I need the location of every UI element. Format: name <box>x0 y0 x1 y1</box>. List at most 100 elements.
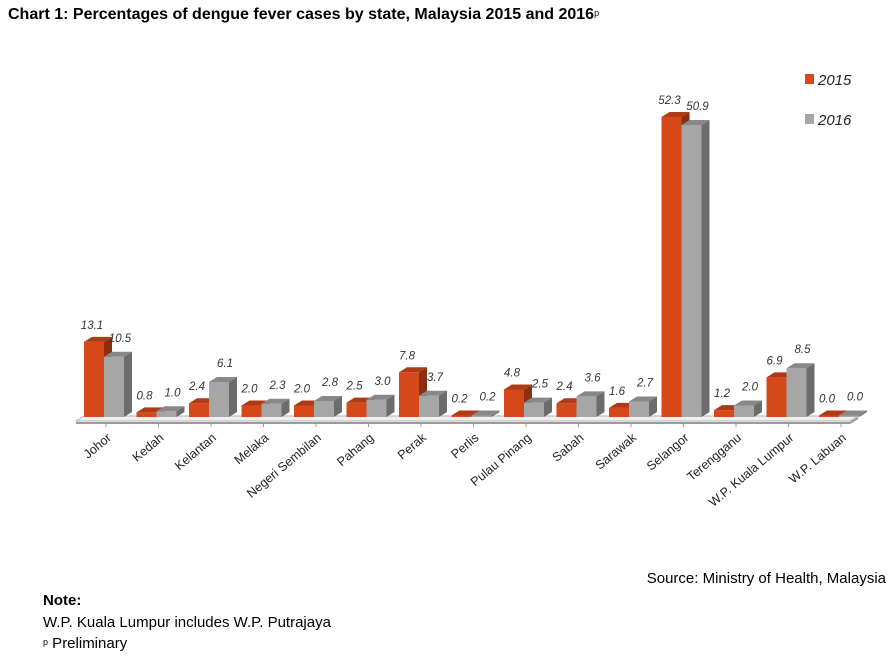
bar-top <box>681 120 710 126</box>
note-superscript: p <box>43 637 49 647</box>
bar-2016-negeri-sembilan <box>314 395 342 417</box>
bar-side <box>806 363 815 417</box>
data-label: 2.4 <box>188 381 205 393</box>
bar-top <box>399 367 427 373</box>
bar-2016-sabah <box>576 391 605 417</box>
bar-front <box>399 372 419 417</box>
x-tick-label: Kedah <box>130 431 167 465</box>
data-label: 0.2 <box>480 392 497 404</box>
bar-front <box>104 356 124 417</box>
bar-2016-sarawak <box>629 396 657 417</box>
bar-top <box>209 377 237 383</box>
bar-2016-w-p-labuan <box>839 410 867 417</box>
bar-2016-pahang <box>366 394 395 417</box>
data-label: 2.4 <box>556 381 573 393</box>
data-label: 2.5 <box>346 381 364 393</box>
bar-front <box>156 411 177 417</box>
bar-top <box>786 363 815 369</box>
data-label: 2.0 <box>293 384 311 396</box>
bar-front <box>366 399 387 417</box>
bar-front <box>629 401 649 417</box>
bar-front <box>661 117 682 417</box>
bar-front <box>241 405 262 417</box>
bar-front <box>419 395 439 417</box>
data-label: 10.5 <box>109 333 132 345</box>
bar-side <box>701 120 710 418</box>
bar-front <box>136 412 157 417</box>
bar-top <box>84 336 112 342</box>
data-label: 3.7 <box>427 372 444 384</box>
bar-side <box>124 351 132 417</box>
data-label: 2.3 <box>269 380 287 392</box>
legend-label: 2016 <box>817 112 852 129</box>
bar-top <box>471 410 500 416</box>
bar-side <box>439 390 447 417</box>
data-label: 1.6 <box>609 386 626 398</box>
data-label: 3.0 <box>375 376 392 388</box>
x-tick-label: W.P. Labuan <box>786 431 849 487</box>
bar-side <box>544 397 552 417</box>
bar-front <box>786 368 807 417</box>
bars-group <box>84 112 867 418</box>
bar-front <box>451 415 472 417</box>
bar-2016-pulau-pinang <box>524 397 552 417</box>
chart-title-text: Chart 1: Percentages of dengue fever cas… <box>8 6 595 23</box>
bar-side <box>649 396 657 417</box>
bar-top <box>314 395 342 401</box>
bar-top <box>451 410 480 416</box>
bar-front <box>84 341 104 417</box>
bar-side <box>281 398 290 417</box>
bar-front <box>681 125 702 418</box>
bar-front <box>839 415 859 417</box>
bar-top <box>839 410 867 416</box>
x-tick-label: Sabah <box>550 431 587 465</box>
bar-2016-melaka <box>261 398 290 417</box>
data-label: 2.0 <box>741 382 759 394</box>
data-label: 4.8 <box>504 367 521 379</box>
bar-side <box>229 377 237 417</box>
bar-front <box>504 389 524 417</box>
x-tick-label: Selangor <box>644 431 691 474</box>
bar-top <box>576 391 605 397</box>
note-text: Preliminary <box>48 635 128 652</box>
bar-side <box>754 400 762 417</box>
data-label: 2.0 <box>241 384 259 396</box>
data-label: 2.8 <box>321 377 339 389</box>
source-note: Source: Ministry of Health, Malaysia <box>646 570 886 587</box>
legend: 2015 2016 <box>805 72 852 129</box>
bar-side <box>334 395 342 417</box>
bar-front <box>576 396 597 417</box>
bar-top <box>366 394 395 400</box>
data-label: 0.0 <box>819 394 836 406</box>
data-label: 8.5 <box>795 344 812 356</box>
bar-front <box>294 405 314 417</box>
bar-2016-kedah <box>156 406 185 417</box>
bar-top <box>156 406 185 412</box>
title-superscript: p <box>594 8 600 18</box>
note-line-kl: W.P. Kuala Lumpur includes W.P. Putrajay… <box>43 614 331 631</box>
bar-front <box>314 400 334 417</box>
bar-2016-johor <box>104 351 132 417</box>
x-tick-label: Perak <box>395 430 430 462</box>
bar-top <box>524 397 552 403</box>
bar-front <box>209 382 229 417</box>
data-label: 6.9 <box>767 355 784 367</box>
data-label: 1.2 <box>714 388 731 400</box>
bar-front <box>261 403 282 417</box>
bar-side <box>491 410 500 417</box>
data-label: 0.2 <box>452 394 469 406</box>
bar-side <box>859 410 867 417</box>
data-label: 2.7 <box>636 378 654 390</box>
bar-front <box>189 403 209 417</box>
data-label: 3.6 <box>585 372 602 384</box>
legend-swatch <box>805 114 814 124</box>
note-text: W.P. Kuala Lumpur includes W.P. Putrajay… <box>43 614 331 631</box>
x-tick-label: Pahang <box>334 431 376 469</box>
bar-2016-perlis <box>471 410 500 417</box>
x-tick-label: Melaka <box>232 431 272 468</box>
bar-side <box>596 391 605 417</box>
data-label: 13.1 <box>81 320 103 332</box>
bar-side <box>386 394 395 417</box>
note-line-preliminary: p Preliminary <box>43 635 127 652</box>
